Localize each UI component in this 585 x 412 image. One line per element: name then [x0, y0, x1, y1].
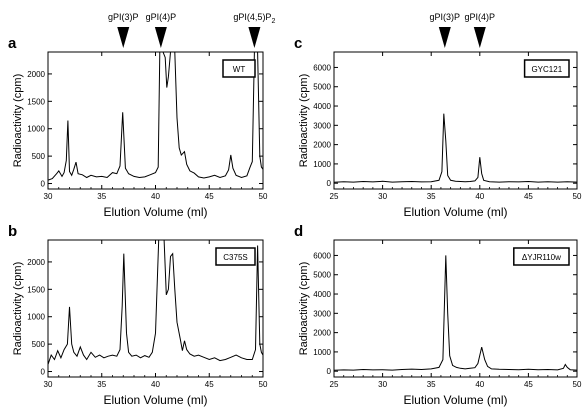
x-tick-label: 50 [259, 380, 268, 389]
y-axis-title: Radioactivity (cpm) [12, 262, 24, 356]
trace-line [334, 113, 577, 183]
strain-label: ΔYJR110w [522, 253, 561, 262]
y-tick-label: 4000 [313, 102, 331, 111]
x-tick-label: 30 [44, 380, 53, 389]
trace-line [48, 240, 263, 365]
y-tick-label: 0 [327, 367, 332, 376]
y-tick-label: 2000 [313, 329, 331, 338]
x-tick-label: 40 [151, 192, 160, 201]
y-axis-title: Radioactivity (cpm) [298, 74, 310, 168]
x-axis-title: Elution Volume (ml) [403, 393, 507, 407]
panel-letter: d [294, 223, 303, 240]
plot-frame [333, 51, 578, 190]
y-tick-label: 2000 [313, 141, 331, 150]
x-tick-label: 35 [97, 192, 106, 201]
x-axis-title: Elution Volume (ml) [403, 205, 507, 219]
x-axis-title: Elution Volume (ml) [103, 393, 207, 407]
marker-triangle [248, 27, 261, 48]
panel-d: 0 1000 2000 3000 4000 5000 6000 25 30 35 40 45 50 Elu… [294, 223, 582, 407]
marker-triangle [438, 27, 451, 48]
marker-triangle [154, 27, 167, 48]
trace-line [48, 52, 263, 181]
x-axis-title: Elution Volume (ml) [103, 205, 207, 219]
panel-b: 0 500 1000 1500 2000 30 35 40 45 50 Elution Volume… [8, 223, 268, 407]
x-tick-label: 35 [97, 380, 106, 389]
y-tick-label: 1500 [27, 97, 45, 106]
y-tick-label: 5000 [313, 83, 331, 92]
x-tick-label: 45 [205, 380, 214, 389]
marker-triangle [117, 27, 130, 48]
plot-frame [333, 239, 578, 378]
y-tick-label: 3000 [313, 121, 331, 130]
x-tick-label: 50 [259, 192, 268, 201]
x-tick-label: 30 [378, 192, 387, 201]
marker-triangle [473, 27, 486, 48]
panel-c: 0 1000 2000 3000 4000 5000 6000 25 30 35 40 45 50 Elu… [294, 12, 582, 219]
y-tick-label: 6000 [313, 251, 331, 260]
y-tick-label: 1500 [27, 285, 45, 294]
marker-label: gPI(3)P [430, 12, 461, 22]
marker-label: gPI(4,5)P2 [233, 12, 275, 25]
strain-label: WT [233, 65, 246, 74]
x-tick-label: 50 [573, 192, 582, 201]
y-tick-label: 0 [41, 368, 46, 377]
y-tick-label: 1000 [313, 160, 331, 169]
marker-label: gPI(3)P [108, 12, 139, 22]
marker-label: gPI(4)P [146, 12, 177, 22]
x-tick-label: 45 [524, 380, 533, 389]
x-tick-label: 40 [151, 380, 160, 389]
y-tick-label: 2000 [27, 70, 45, 79]
y-tick-label: 0 [41, 180, 46, 189]
x-tick-label: 40 [475, 380, 484, 389]
marker-label: gPI(4)P [465, 12, 496, 22]
y-tick-label: 500 [32, 340, 46, 349]
y-tick-label: 5000 [313, 271, 331, 280]
y-tick-label: 1000 [27, 313, 45, 322]
x-tick-label: 45 [524, 192, 533, 201]
y-tick-label: 1000 [313, 348, 331, 357]
x-tick-label: 35 [427, 380, 436, 389]
x-tick-label: 40 [475, 192, 484, 201]
x-tick-label: 25 [330, 192, 339, 201]
strain-label-box [513, 247, 570, 266]
y-tick-label: 1000 [27, 125, 45, 134]
x-tick-label: 25 [330, 380, 339, 389]
y-tick-label: 500 [32, 152, 46, 161]
y-tick-label: 3000 [313, 309, 331, 318]
y-axis-title: Radioactivity (cpm) [298, 262, 310, 356]
x-tick-label: 50 [573, 380, 582, 389]
x-tick-label: 30 [44, 192, 53, 201]
x-tick-label: 30 [378, 380, 387, 389]
y-tick-label: 2000 [27, 258, 45, 267]
y-tick-label: 4000 [313, 290, 331, 299]
strain-label-box [215, 247, 256, 266]
strain-label-box [222, 59, 256, 78]
x-tick-label: 35 [427, 192, 436, 201]
panel-letter: a [8, 35, 17, 52]
trace-line [334, 255, 577, 371]
strain-label: C375S [223, 253, 247, 262]
strain-label-box [523, 59, 570, 78]
strain-label: GYC121 [531, 65, 562, 74]
panel-letter: c [294, 35, 302, 52]
panel-letter: b [8, 223, 17, 240]
y-tick-label: 0 [327, 179, 332, 188]
x-tick-label: 45 [205, 192, 214, 201]
panel-a: 0 500 1000 1500 2000 30 35 40 45 50 Elution Volume… [8, 12, 275, 219]
y-tick-label: 6000 [313, 63, 331, 72]
y-axis-title: Radioactivity (cpm) [12, 74, 24, 168]
